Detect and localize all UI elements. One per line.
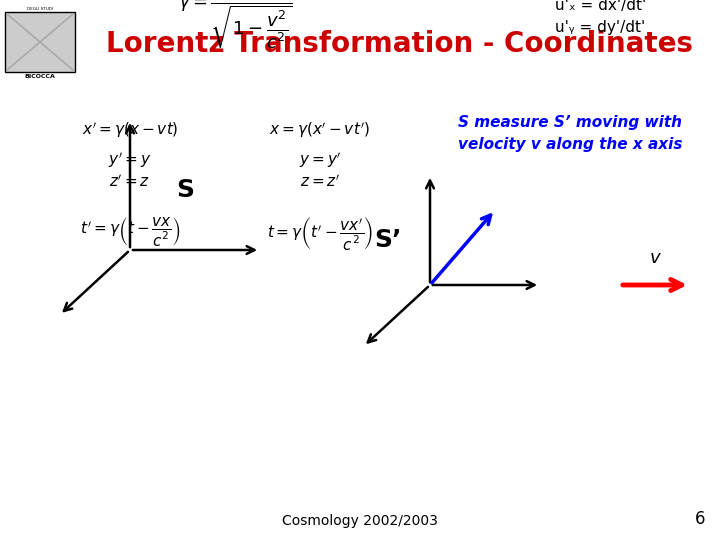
Text: $z = z'$: $z = z'$ [300,173,340,190]
Text: $y = y'$: $y = y'$ [299,150,341,170]
Text: $x = \gamma \left( x' - vt' \right)$: $x = \gamma \left( x' - vt' \right)$ [269,120,371,140]
Text: $x' = \gamma \left( x - vt \right)$: $x' = \gamma \left( x - vt \right)$ [81,120,179,140]
Text: $z' = z$: $z' = z$ [109,173,150,190]
Text: BICOCCA: BICOCCA [24,74,55,79]
Text: Cosmology 2002/2003: Cosmology 2002/2003 [282,514,438,528]
FancyBboxPatch shape [5,12,75,72]
Text: $t' = \gamma \left( t - \dfrac{vx}{c^2} \right)$: $t' = \gamma \left( t - \dfrac{vx}{c^2} … [79,215,181,248]
Text: v: v [649,249,660,267]
Text: $\gamma = \dfrac{1}{\sqrt{1 - \dfrac{v^2}{c^2}}}$: $\gamma = \dfrac{1}{\sqrt{1 - \dfrac{v^2… [178,0,292,51]
Text: $t = \gamma \left( t' - \dfrac{vx'}{c^2} \right)$: $t = \gamma \left( t' - \dfrac{vx'}{c^2}… [267,215,373,252]
Text: S measure S’ moving with
velocity v along the x axis: S measure S’ moving with velocity v alon… [458,115,683,152]
Text: u'ᵧ = dy'/dt': u'ᵧ = dy'/dt' [555,20,645,35]
Text: $y' = y$: $y' = y$ [108,150,152,170]
Text: 6: 6 [695,510,705,528]
Text: Lorentz Transformation - Coordinates: Lorentz Transformation - Coordinates [107,30,693,58]
Text: DEGLI STUDI: DEGLI STUDI [27,7,53,11]
Text: u'ₓ = dx'/dt': u'ₓ = dx'/dt' [555,0,647,13]
Text: S: S [176,178,194,202]
Text: S’: S’ [374,228,402,252]
